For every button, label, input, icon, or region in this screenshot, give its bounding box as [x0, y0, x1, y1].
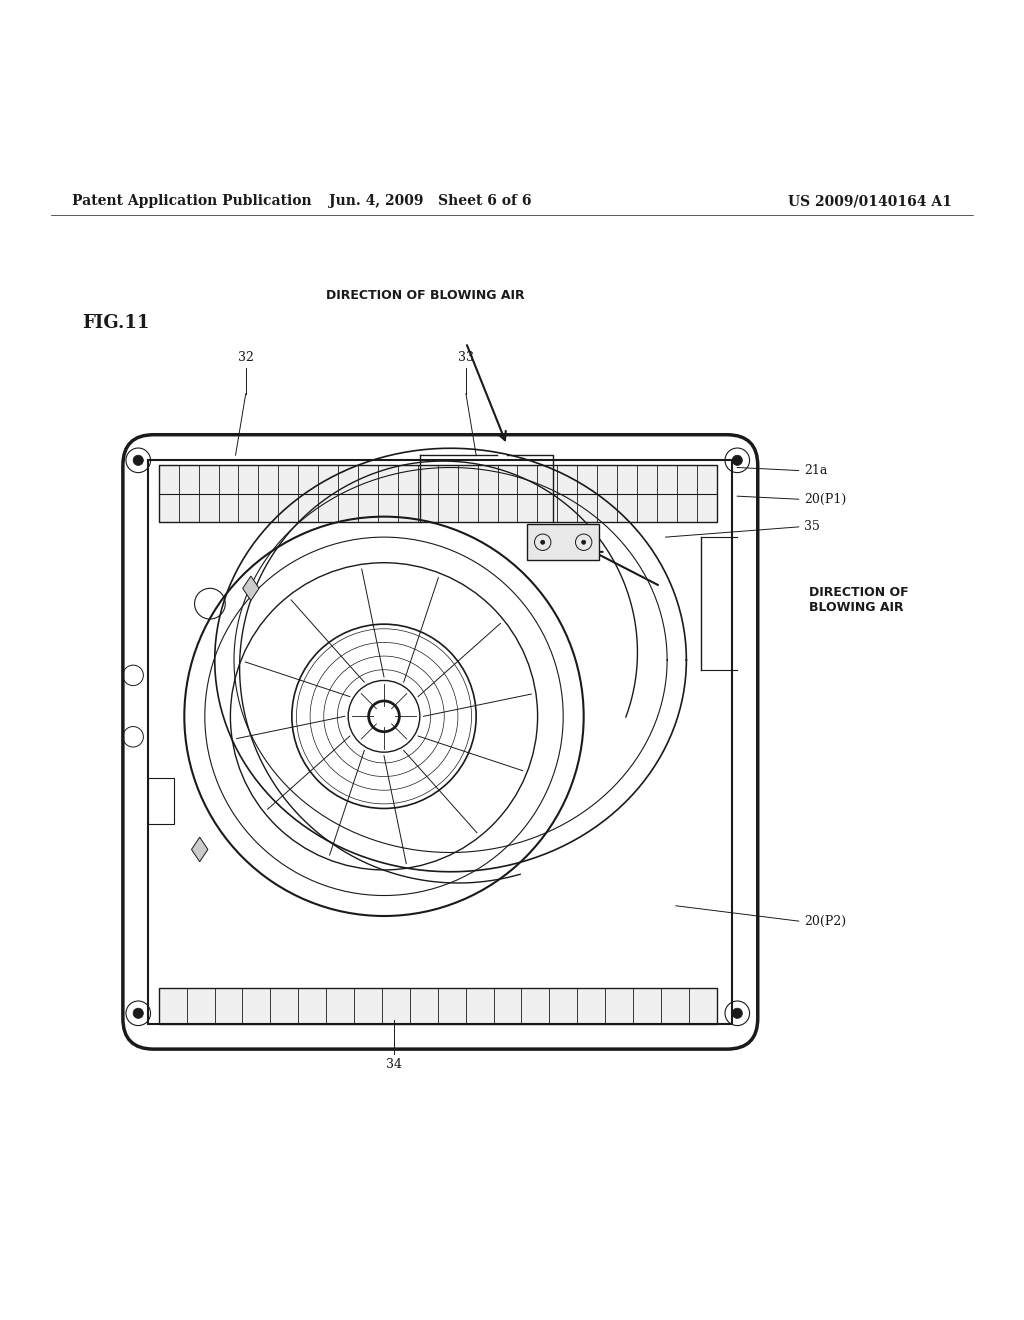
- Text: 34: 34: [386, 1059, 402, 1071]
- Text: DIRECTION OF BLOWING AIR: DIRECTION OF BLOWING AIR: [326, 289, 524, 301]
- Polygon shape: [191, 837, 208, 862]
- Circle shape: [133, 455, 143, 466]
- Text: 20(P1): 20(P1): [804, 492, 846, 506]
- Text: 32: 32: [238, 351, 254, 364]
- Bar: [159, 466, 717, 521]
- Text: US 2009/0140164 A1: US 2009/0140164 A1: [788, 194, 952, 209]
- Circle shape: [732, 455, 742, 466]
- Circle shape: [541, 540, 545, 544]
- Circle shape: [732, 1008, 742, 1019]
- Text: Patent Application Publication: Patent Application Publication: [72, 194, 311, 209]
- Circle shape: [582, 540, 586, 544]
- Bar: [159, 987, 717, 1023]
- Text: 33: 33: [458, 351, 474, 364]
- Text: 35: 35: [804, 520, 820, 533]
- Bar: [148, 461, 732, 1023]
- Text: 20(P2): 20(P2): [804, 915, 846, 928]
- Text: FIG.11: FIG.11: [82, 314, 150, 333]
- Circle shape: [133, 1008, 143, 1019]
- Text: Jun. 4, 2009   Sheet 6 of 6: Jun. 4, 2009 Sheet 6 of 6: [329, 194, 531, 209]
- Polygon shape: [243, 576, 259, 601]
- Text: 21a: 21a: [804, 465, 827, 477]
- Bar: [148, 777, 174, 824]
- Bar: [527, 524, 599, 560]
- Text: DIRECTION OF
BLOWING AIR: DIRECTION OF BLOWING AIR: [809, 586, 908, 614]
